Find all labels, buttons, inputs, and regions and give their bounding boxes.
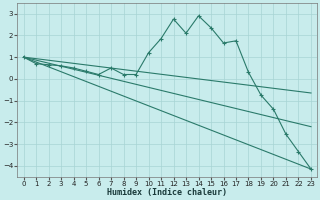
X-axis label: Humidex (Indice chaleur): Humidex (Indice chaleur) [107,188,227,197]
